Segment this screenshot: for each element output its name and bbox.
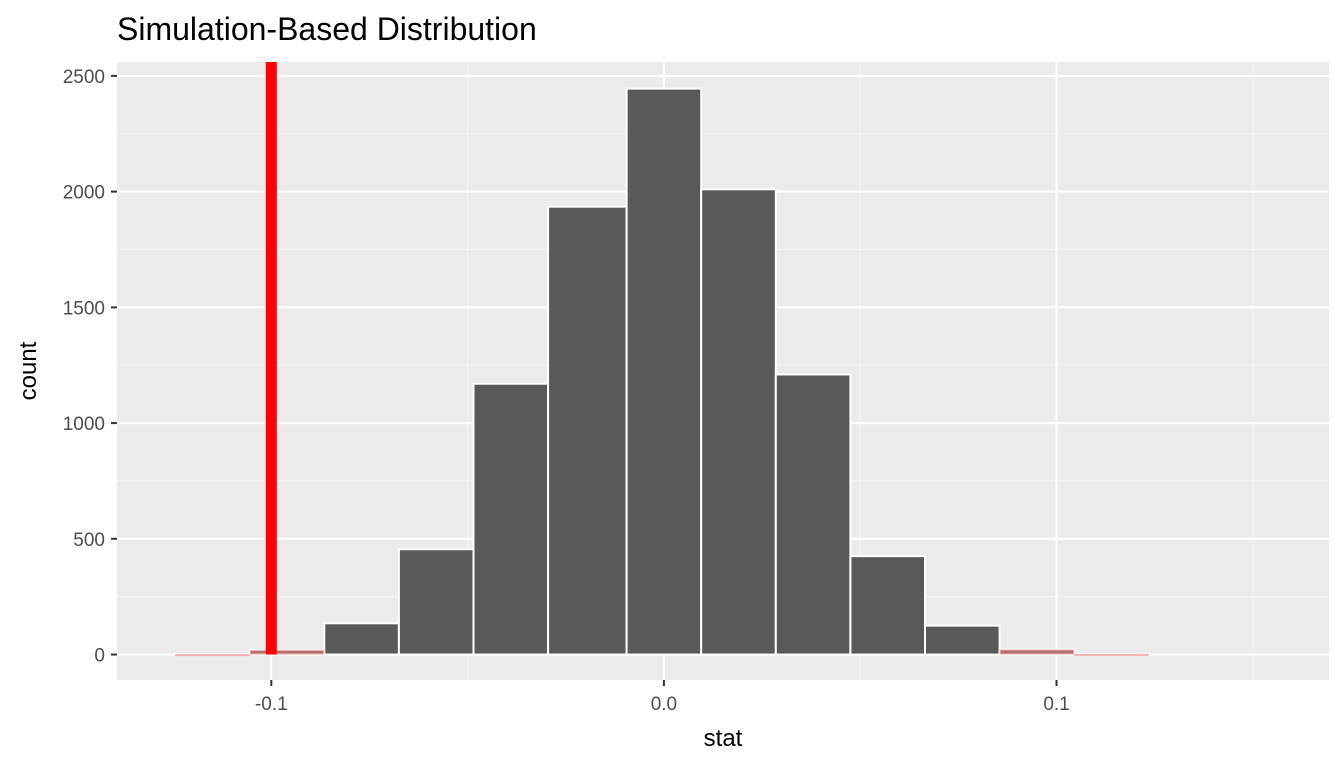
shaded-tail-bar — [999, 649, 1075, 655]
p-value-shading — [175, 649, 1149, 657]
y-tick-label: 0 — [94, 646, 105, 667]
histogram-bar — [924, 624, 1001, 656]
chart-title: Simulation-Based Distribution — [117, 11, 537, 47]
histogram-bar — [547, 205, 628, 656]
y-tick-label: 500 — [73, 530, 105, 551]
x-axis: -0.1 0.0 0.1 — [255, 680, 1070, 715]
histogram-bar — [397, 548, 475, 656]
y-axis: 0 500 1000 1500 2000 2500 — [63, 67, 117, 667]
histogram-bar — [625, 87, 703, 656]
y-tick-label: 1500 — [63, 298, 105, 319]
y-axis-title: count — [15, 341, 42, 400]
y-tick-label: 2500 — [63, 67, 105, 88]
x-tick-label: 0.0 — [651, 694, 677, 715]
histogram-bar — [323, 622, 400, 656]
x-tick-label: -0.1 — [255, 694, 288, 715]
shaded-tail-bar — [1074, 653, 1149, 656]
shaded-tail-bar — [249, 649, 325, 655]
x-tick-label: 0.1 — [1043, 694, 1069, 715]
histogram-bar — [700, 188, 777, 656]
y-tick-label: 2000 — [63, 183, 105, 204]
histogram-bar — [849, 555, 927, 656]
histogram-bar — [472, 382, 550, 656]
x-axis-title: stat — [704, 725, 743, 752]
y-tick-label: 1000 — [63, 414, 105, 435]
histogram-bar — [774, 373, 852, 656]
shaded-tail-bar — [175, 654, 250, 657]
